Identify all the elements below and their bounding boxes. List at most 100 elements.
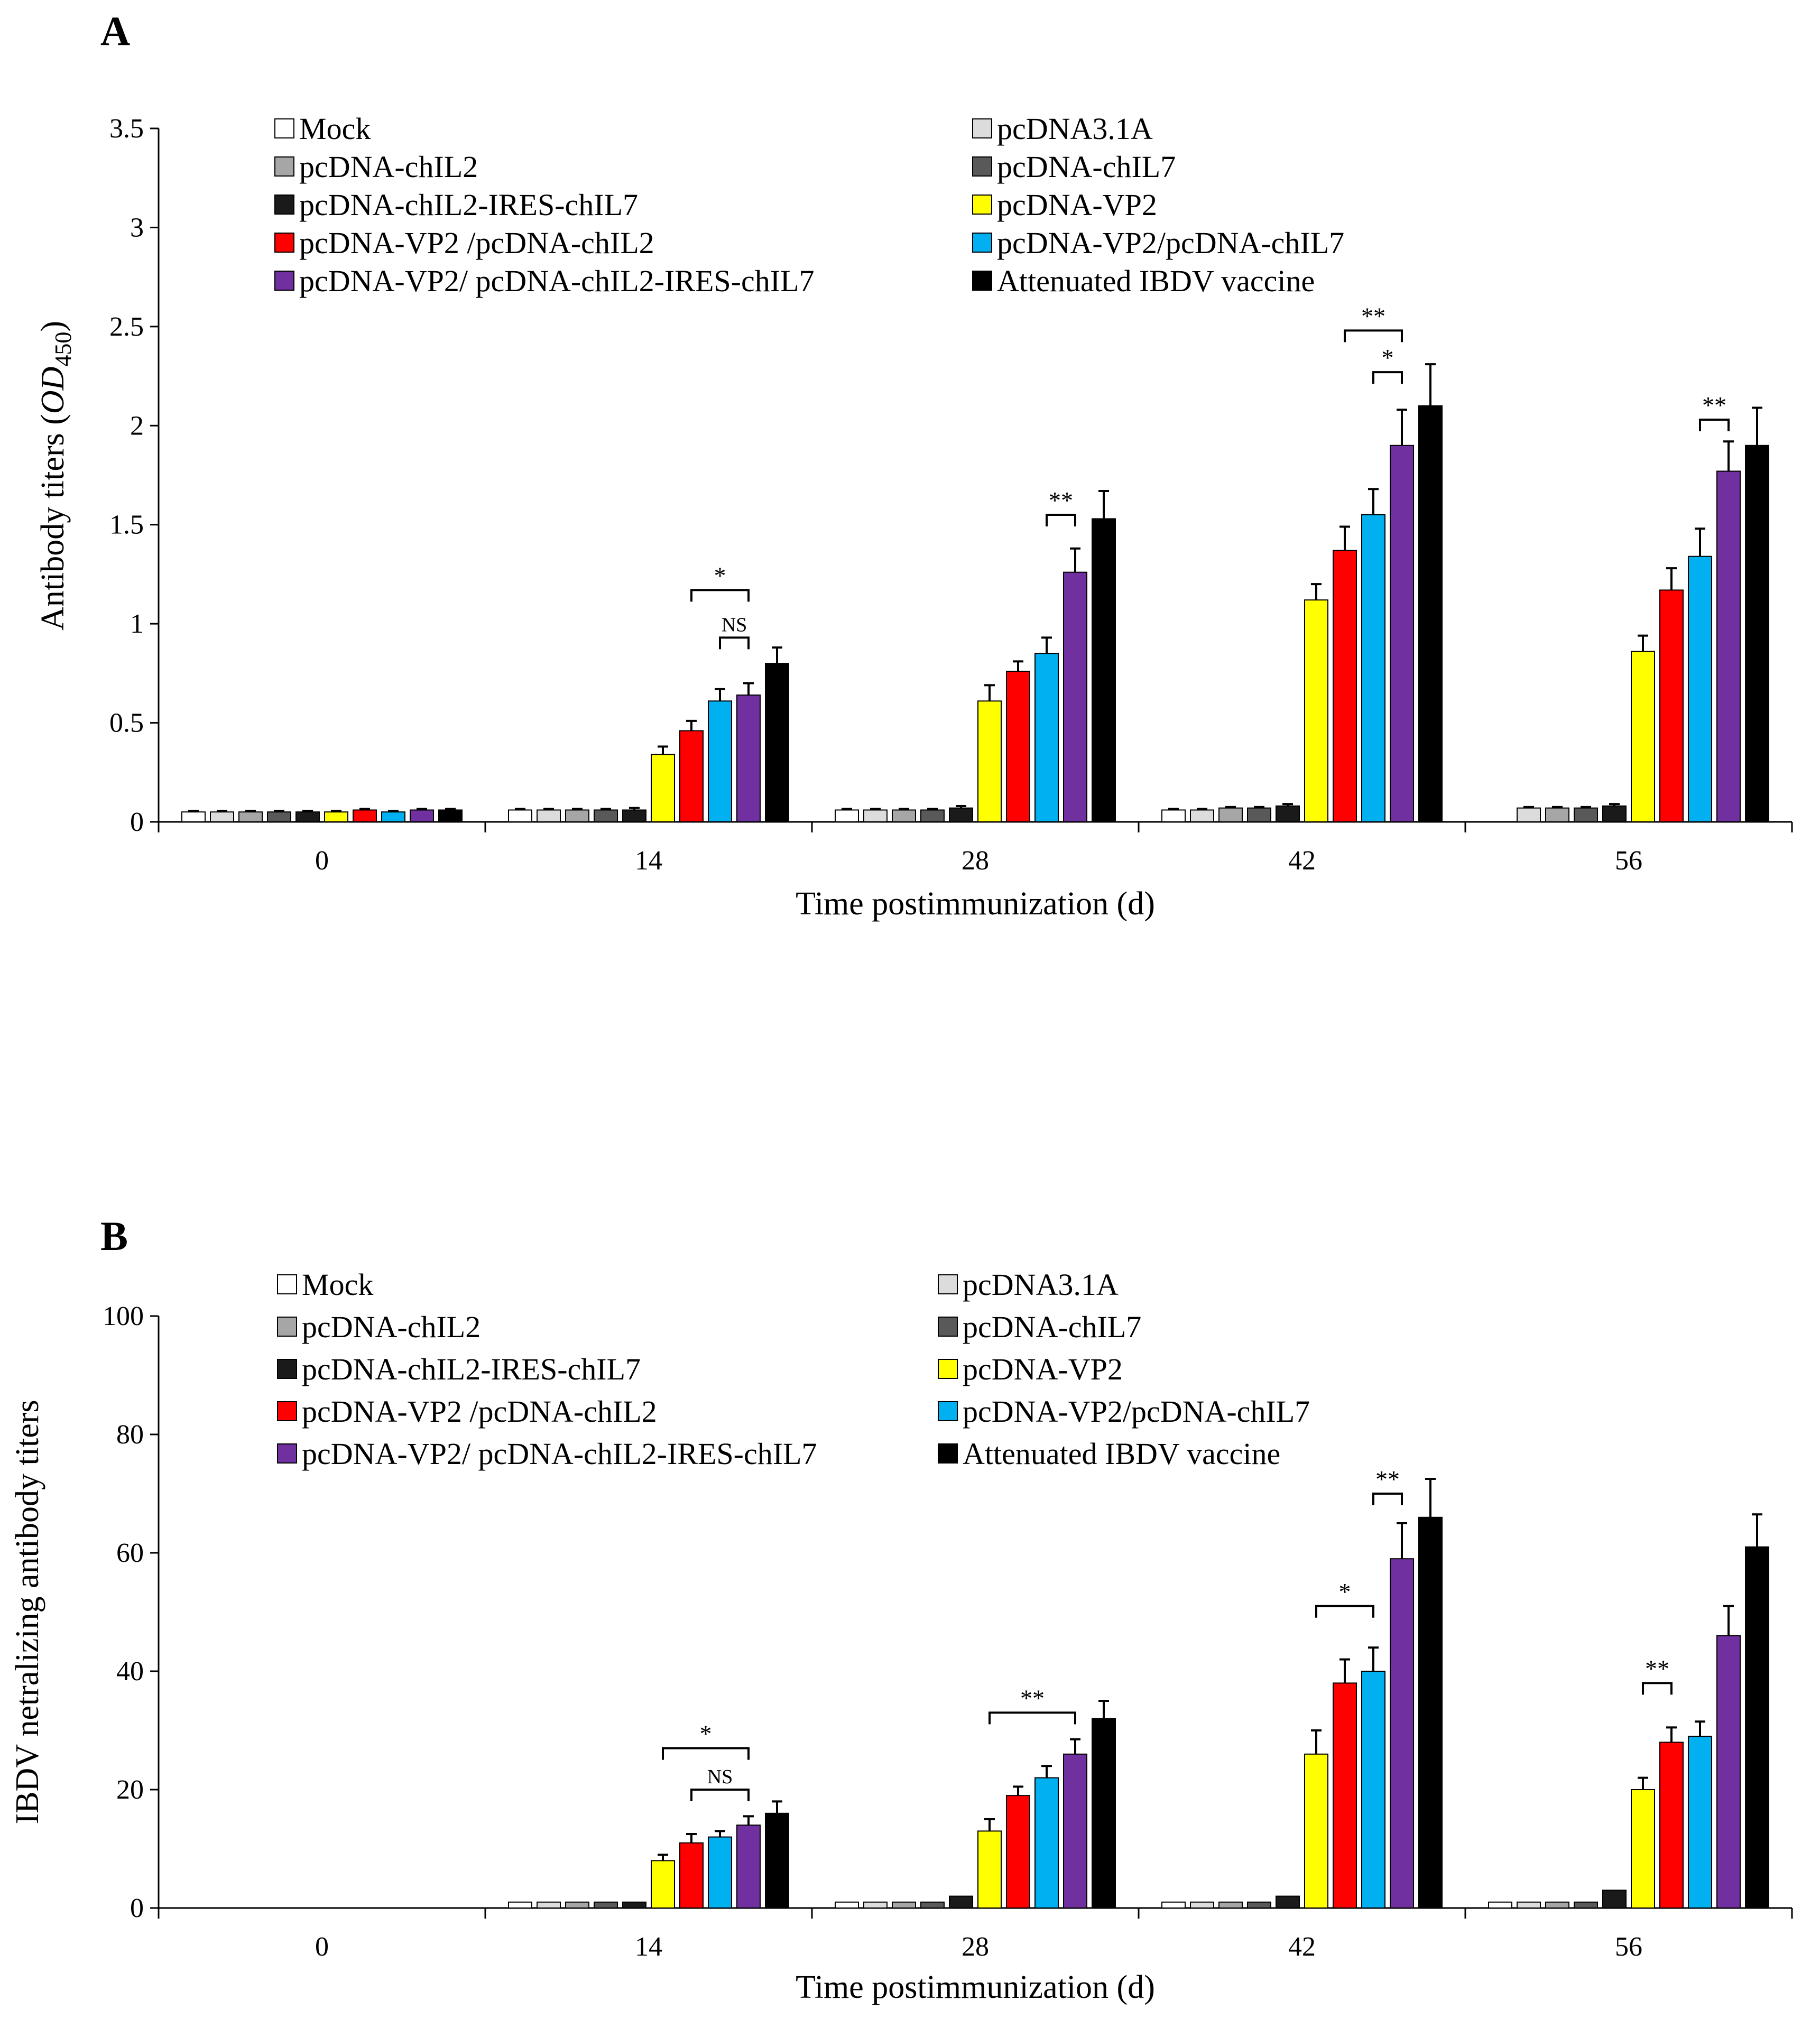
legend-label: pcDNA-chIL2 (302, 1310, 481, 1344)
legend-swatch (938, 1317, 958, 1337)
legend-swatch (972, 118, 992, 138)
significance-bracket (1315, 1605, 1374, 1618)
x-tick-label: 0 (315, 1932, 329, 1962)
legend-swatch (274, 233, 294, 253)
significance-bracket (1372, 1493, 1403, 1505)
legend-swatch (938, 1401, 958, 1421)
significance-bracket (1699, 419, 1730, 432)
bar (410, 809, 434, 822)
legend-swatch (277, 1274, 297, 1294)
bar (1631, 1789, 1655, 1909)
bar (1034, 653, 1059, 823)
legend-swatch (972, 156, 992, 177)
y-tick-label: 0 (130, 807, 144, 837)
bar (537, 1901, 561, 1909)
bar (1333, 1682, 1357, 1909)
significance-label: ** (1049, 487, 1073, 514)
legend-label: Attenuated IBDV vaccine (997, 264, 1315, 298)
significance-bracket (1046, 513, 1076, 526)
bar (1361, 1671, 1385, 1909)
x-tick-label: 14 (635, 1932, 662, 1962)
bar (1545, 807, 1569, 823)
bar (651, 1860, 675, 1909)
y-tick-label: 60 (116, 1538, 144, 1568)
legend-swatch (277, 1317, 297, 1337)
significance-label: * (700, 1720, 712, 1747)
y-axis-title: IBDV netralizing antibody titers (10, 1400, 45, 1824)
bar (863, 809, 888, 822)
significance-label: ** (1375, 1466, 1400, 1493)
legend-label: pcDNA3.1A (997, 112, 1153, 146)
bar (1218, 1901, 1243, 1909)
significance-bracket (988, 1711, 1076, 1725)
y-tick-label: 1 (130, 609, 144, 639)
bar (1304, 1753, 1328, 1909)
bar (1602, 805, 1627, 823)
legend-label: pcDNA-chIL7 (963, 1310, 1141, 1344)
significance-label: ** (1702, 392, 1726, 419)
bar (1716, 470, 1741, 822)
bar (1517, 1901, 1541, 1909)
bar (1006, 1795, 1030, 1909)
bar (1716, 1635, 1741, 1909)
bar (438, 809, 463, 822)
bar (1390, 1558, 1414, 1909)
x-tick-label: 28 (962, 846, 989, 876)
panel-letter: B (100, 1213, 128, 1259)
significance-bracket (690, 1789, 750, 1801)
legend-swatch (274, 195, 294, 215)
y-tick-label: 0.5 (109, 708, 144, 738)
bar (977, 700, 1002, 823)
bar (594, 1901, 618, 1909)
bar (1418, 405, 1443, 822)
bar (1092, 1718, 1116, 1909)
bar (679, 1842, 704, 1909)
legend-label: pcDNA3.1A (963, 1267, 1119, 1302)
bar (238, 811, 263, 823)
bar (267, 811, 291, 823)
bar (353, 809, 377, 822)
legend-label: pcDNA-chIL2-IRES-chIL7 (302, 1352, 641, 1386)
bar (1304, 599, 1328, 823)
bar (295, 811, 320, 823)
legend-label: Attenuated IBDV vaccine (963, 1437, 1280, 1471)
significance-bracket (1642, 1682, 1673, 1695)
bar (1574, 1901, 1598, 1909)
bar (181, 811, 206, 823)
bar (835, 809, 859, 822)
y-tick-label: 2 (130, 411, 144, 441)
significance-label: NS (722, 614, 747, 636)
bar (708, 700, 732, 823)
bar (537, 809, 561, 822)
legend-label: Mock (299, 112, 371, 146)
legend-label: pcDNA-chIL7 (997, 150, 1176, 184)
y-tick-label: 3 (130, 212, 144, 243)
legend-label: pcDNA-VP2/pcDNA-chIL7 (997, 226, 1344, 260)
y-tick-label: 40 (116, 1656, 144, 1687)
bar (1631, 651, 1655, 822)
x-tick-label: 56 (1615, 846, 1642, 876)
bar (1659, 1742, 1684, 1909)
x-tick-label: 56 (1615, 1932, 1642, 1962)
x-tick-label: 14 (635, 846, 662, 876)
bar (835, 1901, 859, 1909)
y-tick-label: 2.5 (109, 312, 144, 342)
x-tick-label: 0 (315, 846, 329, 876)
significance-bracket (1372, 371, 1403, 384)
significance-bracket (1344, 329, 1403, 342)
x-tick-label: 28 (962, 1932, 989, 1962)
legend-label: pcDNA-VP2/pcDNA-chIL7 (963, 1394, 1310, 1429)
significance-bracket (690, 589, 750, 602)
bar (1545, 1901, 1569, 1909)
bar (679, 730, 704, 822)
bar (1688, 555, 1712, 822)
significance-bracket (719, 636, 750, 650)
significance-label: * (1382, 344, 1394, 371)
legend-label: pcDNA-VP2/ pcDNA-chIL2-IRES-chIL7 (299, 264, 814, 298)
y-tick-label: 100 (103, 1301, 144, 1331)
bar (1092, 518, 1116, 822)
bar (1745, 1546, 1769, 1909)
bar (594, 809, 618, 822)
bar (892, 1901, 916, 1909)
